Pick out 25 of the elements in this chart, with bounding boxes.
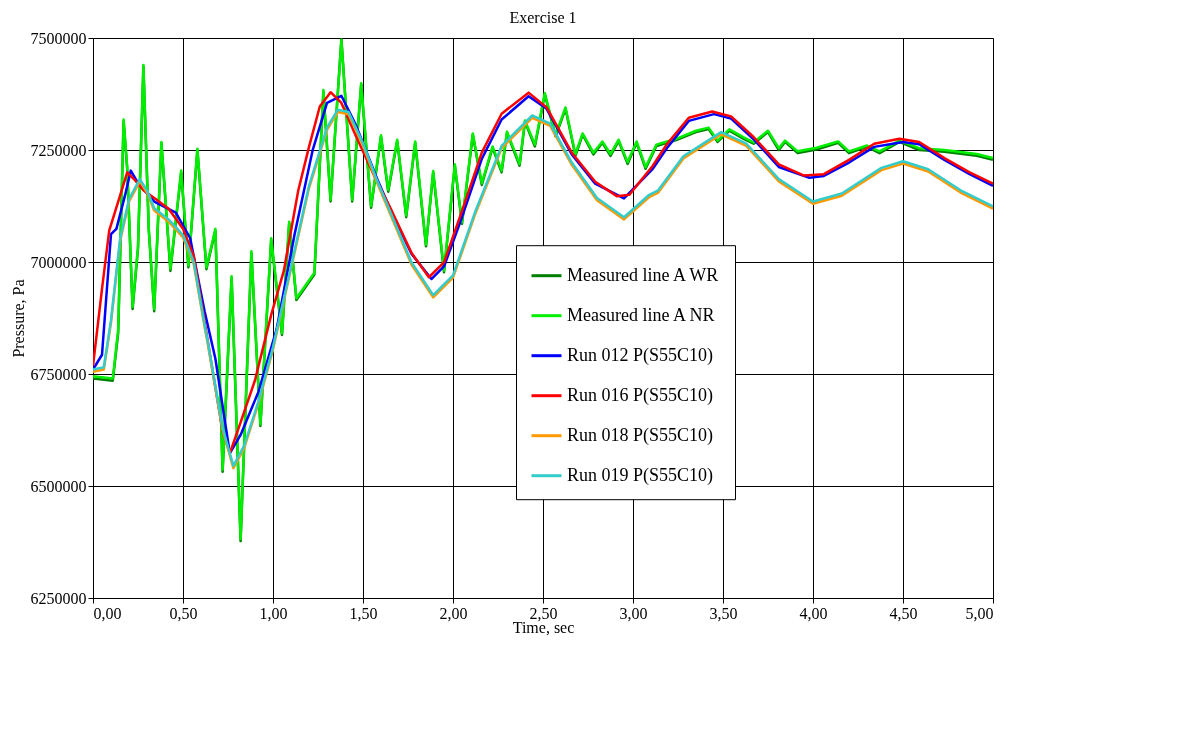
legend-label: Run 016 P(S55C10) (567, 384, 714, 406)
x-tick-label: 1,00 (259, 604, 288, 622)
legend-label: Measured line A NR (567, 304, 715, 325)
x-tick-label: 4,00 (799, 604, 828, 622)
x-tick-label: 0,00 (93, 604, 122, 622)
y-tick-label: 6250000 (30, 589, 87, 607)
x-tick-label: 0,50 (169, 604, 198, 622)
y-tick-label: 6500000 (30, 477, 87, 495)
y-tick-label: 7500000 (30, 29, 87, 47)
x-tick-label: 1,50 (349, 604, 378, 622)
y-tick-label: 7250000 (30, 141, 87, 159)
x-tick-label: 5,00 (965, 604, 994, 622)
y-tick-label: 6750000 (30, 365, 87, 383)
legend-label: Run 019 P(S55C10) (567, 464, 714, 486)
x-tick-label: 3,00 (619, 604, 648, 622)
legend-label: Measured line A WR (567, 264, 719, 285)
chart-title: Exercise 1 (509, 9, 577, 26)
legend-label: Run 012 P(S55C10) (567, 344, 714, 366)
x-tick-label: 4,50 (889, 604, 918, 622)
legend-label: Run 018 P(S55C10) (567, 424, 714, 446)
x-tick-label: 3,50 (709, 604, 738, 622)
y-axis-title: Pressure, Pa (9, 279, 27, 358)
x-tick-label: 2,50 (529, 604, 558, 622)
y-tick-label: 7000000 (30, 253, 87, 271)
x-tick-label: 2,00 (439, 604, 468, 622)
